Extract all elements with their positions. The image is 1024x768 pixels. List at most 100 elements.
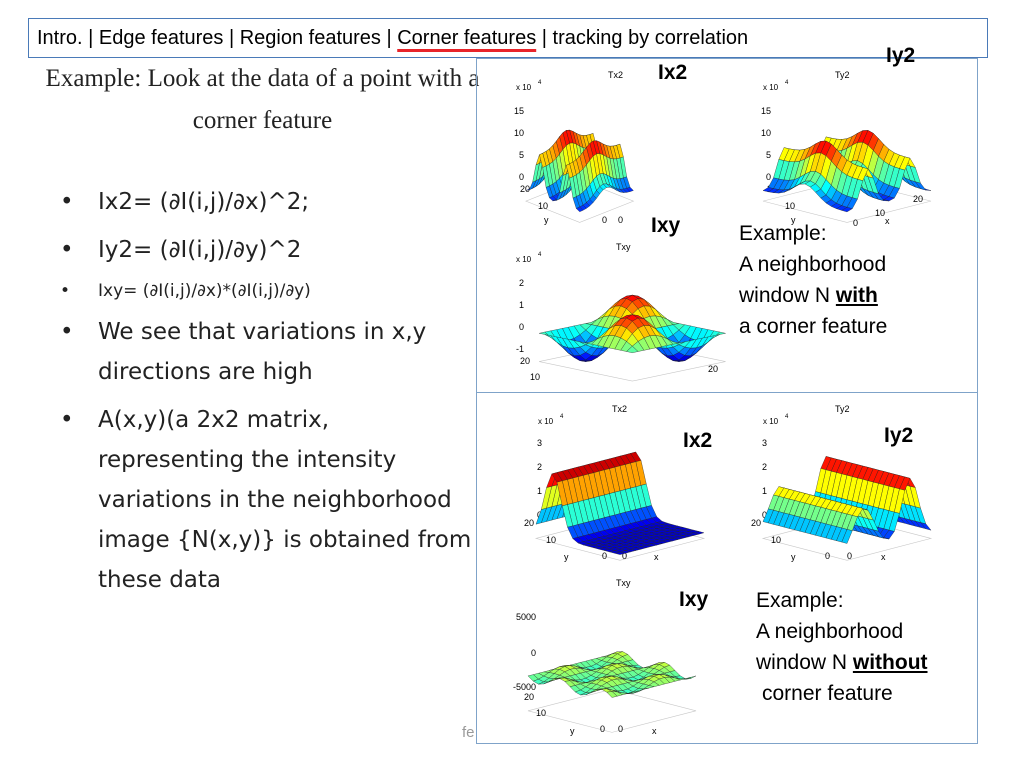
svg-text:15: 15 — [514, 106, 524, 116]
plot-floor — [762, 179, 932, 223]
svg-text:4: 4 — [785, 80, 789, 86]
svg-text:0: 0 — [762, 510, 767, 520]
surface-facet — [614, 551, 626, 555]
note-without-corner: Example: A neighborhood window N without… — [756, 589, 928, 705]
svg-text:0: 0 — [602, 551, 607, 561]
svg-text:20: 20 — [708, 364, 718, 374]
svg-text:x: x — [881, 552, 886, 562]
svg-text:y: y — [791, 552, 796, 562]
surface-plot-txy-with: Txy x 10 4 2 1 0 -1 20 10 20 — [516, 242, 726, 382]
plot-floor — [525, 179, 635, 223]
slide-title: Example: Look at the data of a point wit… — [45, 65, 480, 134]
svg-text:x 10: x 10 — [763, 83, 779, 92]
svg-text:10: 10 — [514, 128, 524, 138]
svg-text:10: 10 — [771, 535, 781, 545]
svg-text:-5000: -5000 — [513, 682, 536, 692]
svg-text:5: 5 — [519, 150, 524, 160]
svg-text:5: 5 — [766, 150, 771, 160]
svg-text:x: x — [885, 216, 890, 226]
label-ixy-with: Ixy — [651, 214, 681, 237]
svg-text:10: 10 — [536, 708, 546, 718]
svg-text:-1: -1 — [516, 344, 524, 354]
bullet-matrix: A(x,y)(a 2x2 matrix, representing the in… — [60, 400, 475, 600]
svg-text:x 10: x 10 — [516, 83, 532, 92]
surface-plot-ty2-without: Ty2 x 10 4 3 2 1 0 20 10 y 0 0 x — [751, 404, 933, 562]
panel-without-corner — [476, 392, 978, 744]
surface-plot-txy-without: Txy 5000 0 -5000 20 10 y 0 0 x — [513, 578, 697, 736]
plot-floor — [539, 341, 726, 382]
surface-facet — [606, 691, 618, 698]
surface-facet — [575, 206, 584, 213]
svg-text:0: 0 — [531, 648, 536, 658]
svg-text:y: y — [791, 215, 796, 225]
svg-text:0: 0 — [519, 322, 524, 332]
svg-text:x 10: x 10 — [516, 255, 532, 264]
surface-facet — [841, 207, 853, 213]
svg-text:Ty2: Ty2 — [835, 404, 850, 414]
svg-text:20: 20 — [520, 356, 530, 366]
svg-text:4: 4 — [785, 414, 789, 420]
svg-text:10: 10 — [785, 201, 795, 211]
svg-text:0: 0 — [519, 172, 524, 182]
plot-floor — [761, 516, 933, 561]
svg-text:10: 10 — [538, 201, 548, 211]
svg-text:10: 10 — [761, 128, 771, 138]
svg-text:5000: 5000 — [516, 612, 536, 622]
svg-text:Tx2: Tx2 — [612, 404, 627, 414]
svg-text:0: 0 — [600, 724, 605, 734]
label-ix2-without: Ix2 — [683, 429, 713, 452]
svg-text:y: y — [570, 726, 575, 736]
surface-plot-tx2-with: Tx2 x 10 4 15 10 5 0 20 10 y 0 0 — [514, 70, 635, 225]
svg-text:10: 10 — [546, 535, 556, 545]
svg-text:20: 20 — [524, 518, 534, 528]
nav-prefix: Intro. | Edge features | Region features… — [37, 27, 398, 49]
bullet-variations: We see that variations in x,y directions… — [60, 312, 475, 392]
bullet-list: Ix2= (∂I(i,j)/∂x)^2; Iy2= (∂I(i,j)/∂y)^2… — [60, 182, 475, 608]
svg-text:2: 2 — [762, 462, 767, 472]
label-iy2-with: Iy2 — [886, 44, 916, 67]
svg-text:Ty2: Ty2 — [835, 70, 850, 80]
svg-text:x: x — [652, 726, 657, 736]
svg-text:Tx2: Tx2 — [608, 70, 623, 80]
nav-suffix: | tracking by correlation — [536, 27, 749, 49]
svg-text:y: y — [564, 552, 569, 562]
svg-text:15: 15 — [761, 106, 771, 116]
svg-text:1: 1 — [537, 486, 542, 496]
svg-text:0: 0 — [766, 172, 771, 182]
surface-plot-tx2-without: Tx2 x 10 4 3 2 1 0 20 10 y 0 0 x — [524, 404, 706, 562]
svg-text:x 10: x 10 — [763, 417, 779, 426]
svg-text:20: 20 — [751, 518, 761, 528]
footer-text: fe — [462, 724, 475, 741]
svg-text:1: 1 — [762, 486, 767, 496]
svg-text:0: 0 — [853, 218, 858, 228]
nav-breadcrumb: Intro. | Edge features | Region features… — [28, 18, 988, 58]
bullet-iy2: Iy2= (∂I(i,j)/∂y)^2 — [60, 230, 475, 270]
svg-text:20: 20 — [524, 692, 534, 702]
bullet-ixy: Ixy= (∂I(i,j)/∂x)*(∂I(i,j)/∂y) — [60, 278, 475, 304]
svg-text:0: 0 — [618, 215, 623, 225]
svg-text:4: 4 — [560, 414, 564, 420]
svg-text:20: 20 — [913, 194, 923, 204]
svg-text:1: 1 — [519, 300, 524, 310]
svg-text:4: 4 — [538, 80, 542, 86]
note-with-corner: Example: A neighborhood window N with a … — [739, 222, 888, 338]
label-iy2-without: Iy2 — [884, 424, 914, 447]
svg-text:20: 20 — [520, 184, 530, 194]
svg-text:2: 2 — [537, 462, 542, 472]
svg-text:10: 10 — [875, 208, 885, 218]
nav-active-corner-features[interactable]: Corner features — [397, 27, 537, 49]
svg-text:4: 4 — [538, 252, 542, 258]
svg-text:0: 0 — [825, 551, 830, 561]
svg-text:Txy: Txy — [616, 242, 631, 252]
svg-text:0: 0 — [847, 551, 852, 561]
label-ixy-without: Ixy — [679, 588, 709, 611]
svg-text:2: 2 — [519, 278, 524, 288]
svg-text:0: 0 — [618, 724, 623, 734]
plot-floor — [527, 688, 697, 733]
surface-plot-ty2-with: Ty2 x 10 4 15 10 5 0 20 10 y 0 10 x 20 — [761, 70, 932, 228]
svg-text:0: 0 — [602, 215, 607, 225]
svg-text:Txy: Txy — [616, 578, 631, 588]
svg-text:10: 10 — [530, 372, 540, 382]
bullet-ix2: Ix2= (∂I(i,j)/∂x)^2; — [60, 182, 475, 222]
svg-text:x 10: x 10 — [538, 417, 554, 426]
